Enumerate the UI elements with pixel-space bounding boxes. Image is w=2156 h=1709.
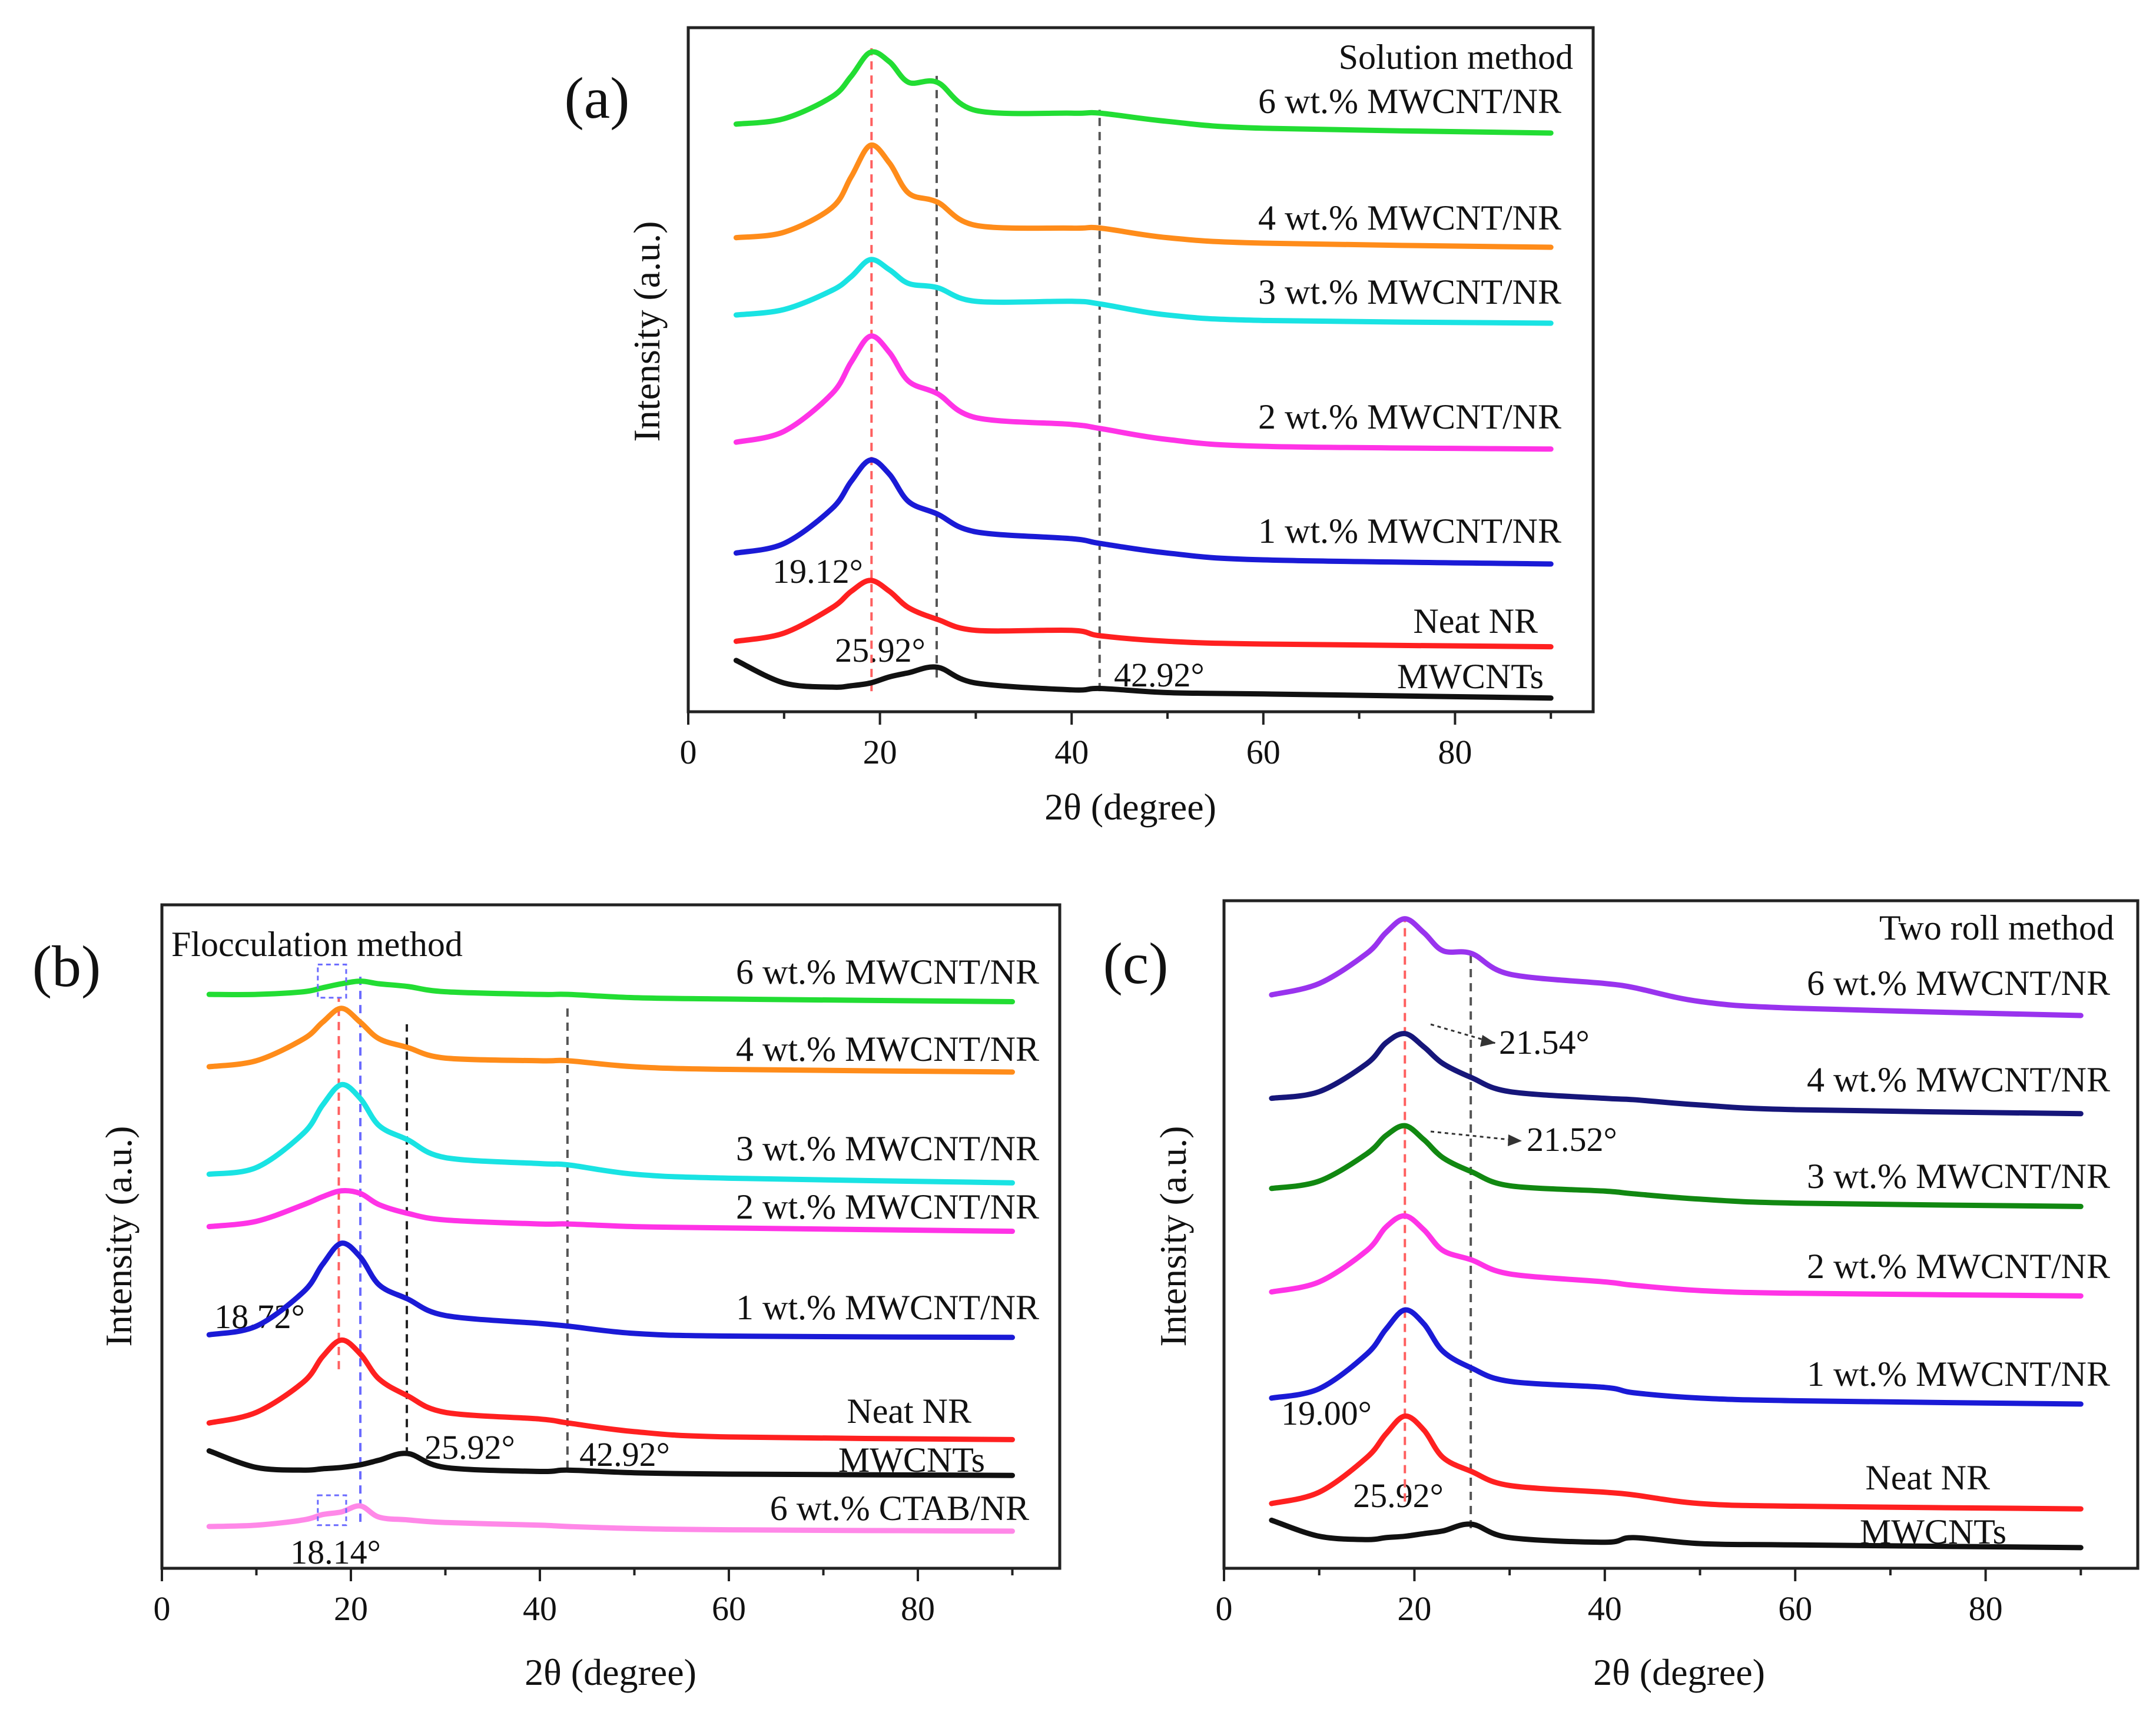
series-label: Neat NR xyxy=(1865,1458,1990,1497)
annotation: 25.92° xyxy=(1353,1476,1444,1515)
series-label: 3 wt.% MWCNT/NR xyxy=(1258,273,1561,311)
series-line xyxy=(1269,1213,2084,1299)
x-tick-label: 80 xyxy=(901,1589,935,1628)
series-line xyxy=(733,257,1554,326)
panel-c-title: Two roll method xyxy=(1879,908,2114,947)
series-line xyxy=(733,333,1554,452)
x-axis-label: 2θ (degree) xyxy=(525,1651,696,1693)
series-line xyxy=(206,1503,1015,1534)
panel-c-text: (c) Two roll method 6 wt.% MWCNT/NR 4 wt… xyxy=(1103,908,2115,1693)
x-tick-label: 60 xyxy=(1246,733,1281,771)
series-line xyxy=(1269,1307,2084,1407)
series-line xyxy=(733,578,1554,650)
plots: 0 20 40 60 80 0 20 40 60 80 0 20 40 60 80 xyxy=(154,26,2140,1628)
series-label: MWCNTs xyxy=(1397,657,1544,696)
series-label: 1 wt.% MWCNT/NR xyxy=(1807,1355,2110,1393)
panel-b-title: Flocculation method xyxy=(171,925,463,964)
panel-c-label: (c) xyxy=(1103,931,1169,996)
series-line xyxy=(733,658,1554,701)
series-line xyxy=(1269,916,2084,1018)
plot-panel-c: 0 20 40 60 80 xyxy=(1216,899,2140,1628)
series-label: 1 wt.% MWCNT/NR xyxy=(736,1288,1039,1327)
x-tick-label: 0 xyxy=(680,733,697,771)
series-label: 2 wt.% MWCNT/NR xyxy=(1807,1247,2110,1286)
x-tick-label: 20 xyxy=(1397,1589,1431,1628)
annotation: 18.14° xyxy=(290,1533,381,1571)
plot-panel-a: 0 20 40 60 80 xyxy=(680,26,1595,771)
annotation: 25.92° xyxy=(835,631,926,669)
annotation: 19.00° xyxy=(1281,1394,1372,1432)
highlight-box xyxy=(317,1494,347,1527)
series-line xyxy=(733,49,1554,136)
annotation: 21.52° xyxy=(1527,1120,1617,1159)
series-label: 2 wt.% MWCNT/NR xyxy=(736,1187,1039,1226)
series-label: 6 wt.% MWCNT/NR xyxy=(736,953,1039,991)
series-label: 6 wt.% MWCNT/NR xyxy=(1258,82,1561,121)
x-tick-label: 20 xyxy=(863,733,897,771)
series-line xyxy=(206,1006,1015,1075)
x-tick-label: 0 xyxy=(154,1589,171,1628)
plot-frame xyxy=(160,903,1062,1570)
series-label: 6 wt.% MWCNT/NR xyxy=(1807,964,2110,1003)
series-line xyxy=(733,142,1554,250)
series-label: 3 wt.% MWCNT/NR xyxy=(1807,1157,2110,1196)
x-tick-label: 20 xyxy=(334,1589,368,1628)
series-label: 2 wt.% MWCNT/NR xyxy=(1258,397,1561,436)
arrow-head-icon xyxy=(1480,1035,1495,1047)
x-tick-label: 40 xyxy=(523,1589,557,1628)
x-tick-label: 60 xyxy=(712,1589,746,1628)
x-axis-label: 2θ (degree) xyxy=(1044,786,1216,828)
series-line xyxy=(206,978,1015,1005)
x-tick-label: 80 xyxy=(1969,1589,2003,1628)
arrow-head-icon xyxy=(1508,1134,1522,1146)
x-tick-label: 0 xyxy=(1216,1589,1233,1628)
annotation: 19.12° xyxy=(772,552,863,590)
panel-a-text: (a) Solution method 6 wt.% MWCNT/NR 4 wt… xyxy=(565,38,1574,828)
series-label: Neat NR xyxy=(847,1392,971,1431)
x-tick-label: 60 xyxy=(1778,1589,1812,1628)
y-axis-label: Intensity (a.u.) xyxy=(1152,1126,1194,1347)
x-tick-label: 80 xyxy=(1438,733,1472,771)
highlight-box xyxy=(317,963,347,999)
panel-b-label: (b) xyxy=(32,934,101,999)
y-axis-label: Intensity (a.u.) xyxy=(98,1126,140,1347)
x-axis-label: 2θ (degree) xyxy=(1593,1651,1765,1693)
plot-frame xyxy=(686,26,1595,714)
panel-a-title: Solution method xyxy=(1339,38,1573,77)
series-label: 1 wt.% MWCNT/NR xyxy=(1258,512,1561,550)
annotation: 21.54° xyxy=(1499,1023,1590,1061)
annotation: 25.92° xyxy=(424,1428,515,1466)
series-line xyxy=(1269,1517,2084,1551)
series-line xyxy=(206,1448,1015,1478)
series-line xyxy=(1269,1413,2084,1512)
series-label: 4 wt.% MWCNT/NR xyxy=(1807,1060,2110,1099)
annotation-arrow xyxy=(1430,1130,1523,1142)
series-line xyxy=(1269,1031,2084,1117)
x-tick-label: 40 xyxy=(1054,733,1089,771)
annotation: 42.92° xyxy=(579,1435,670,1474)
series-line xyxy=(1269,1123,2084,1209)
x-tick-label: 40 xyxy=(1588,1589,1622,1628)
plot-panel-b: 0 20 40 60 80 xyxy=(154,903,1062,1628)
series-label: Neat NR xyxy=(1413,602,1538,641)
series-line xyxy=(206,1081,1015,1186)
series-label: 4 wt.% MWCNT/NR xyxy=(1258,198,1561,237)
series-line xyxy=(733,457,1554,567)
series-line xyxy=(206,1187,1015,1234)
panel-b-text: (b) Flocculation method 6 wt.% MWCNT/NR … xyxy=(32,925,1039,1693)
series-label: 6 wt.% CTAB/NR xyxy=(770,1489,1029,1528)
series-label: 3 wt.% MWCNT/NR xyxy=(736,1129,1039,1168)
panel-a-label: (a) xyxy=(565,65,630,131)
series-label: 4 wt.% MWCNT/NR xyxy=(736,1030,1039,1068)
series-line xyxy=(206,1240,1015,1340)
y-axis-label: Intensity (a.u.) xyxy=(626,221,668,442)
series-line xyxy=(206,1337,1015,1442)
plot-frame xyxy=(1222,899,2140,1570)
